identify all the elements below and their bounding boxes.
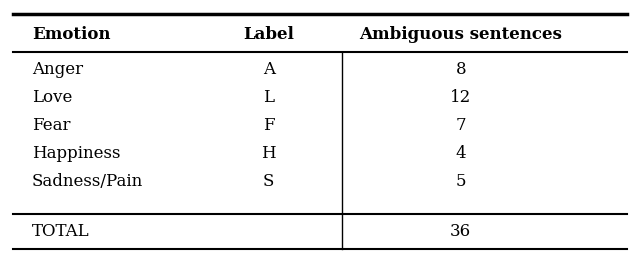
Text: Ambiguous sentences: Ambiguous sentences	[360, 26, 562, 43]
Text: 36: 36	[450, 223, 472, 240]
Text: Fear: Fear	[32, 117, 70, 134]
Text: Love: Love	[32, 89, 72, 106]
Text: A: A	[263, 61, 275, 78]
Text: 12: 12	[450, 89, 472, 106]
Text: 8: 8	[456, 61, 466, 78]
Text: F: F	[263, 117, 275, 134]
Text: 7: 7	[456, 117, 466, 134]
Text: Anger: Anger	[32, 61, 83, 78]
Text: Emotion: Emotion	[32, 26, 111, 43]
Text: Label: Label	[243, 26, 294, 43]
Text: L: L	[263, 89, 275, 106]
Text: Sadness/Pain: Sadness/Pain	[32, 173, 143, 190]
Text: 4: 4	[456, 145, 466, 162]
Text: TOTAL: TOTAL	[32, 223, 90, 240]
Text: S: S	[263, 173, 275, 190]
Text: Happiness: Happiness	[32, 145, 120, 162]
Text: H: H	[262, 145, 276, 162]
Text: 5: 5	[456, 173, 466, 190]
